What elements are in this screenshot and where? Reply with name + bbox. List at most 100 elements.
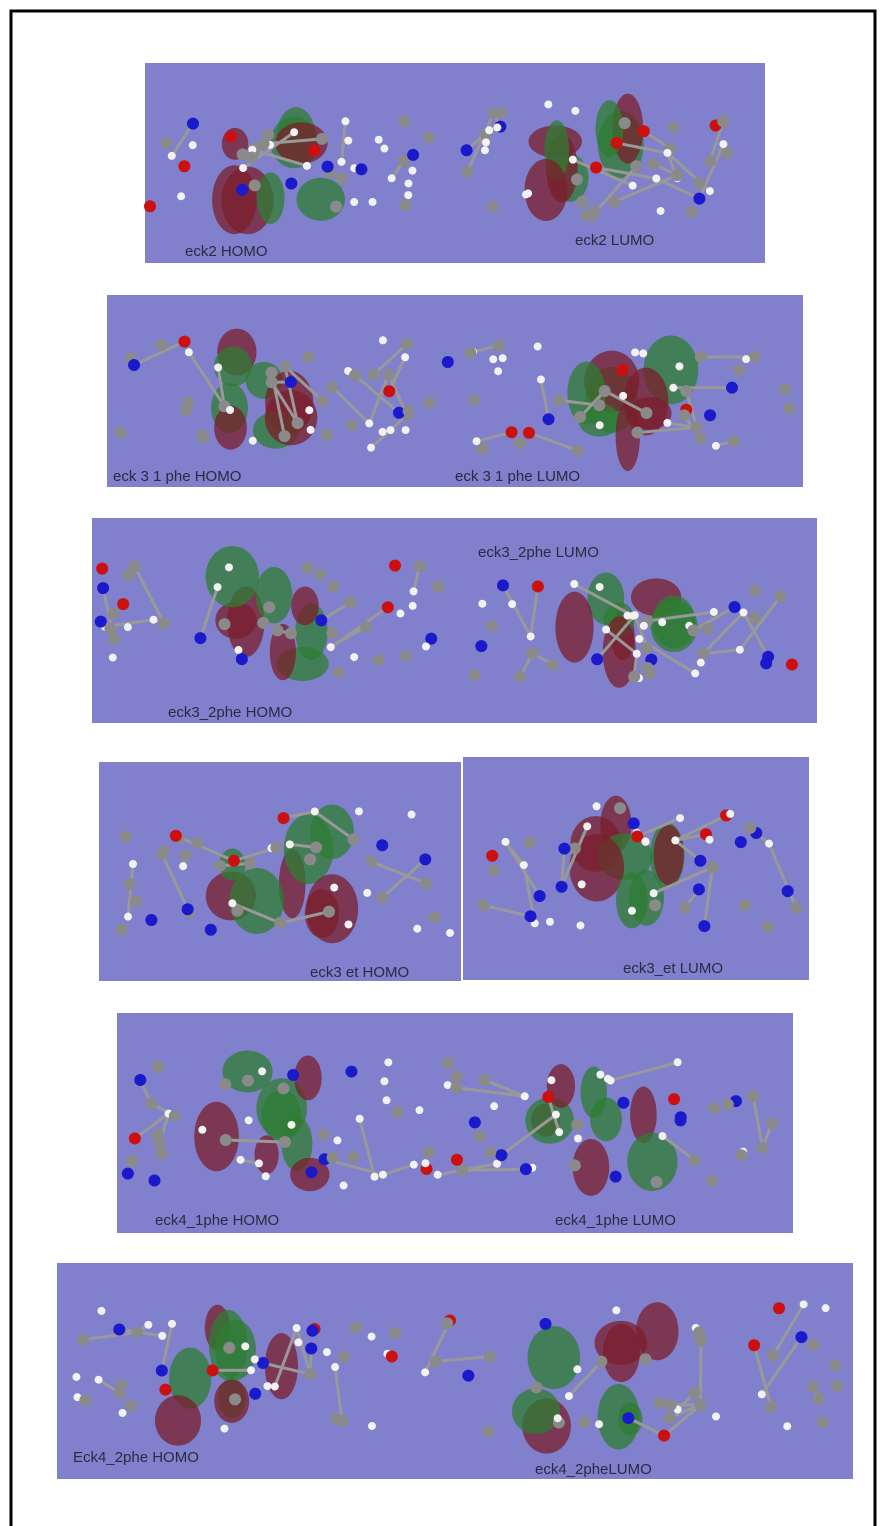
right-label: eck 3 1 phe LUMO [455, 468, 580, 485]
orbital-lobe [555, 592, 593, 663]
atom [382, 601, 394, 613]
atom [494, 367, 502, 375]
atom [187, 118, 199, 130]
atom [693, 177, 705, 189]
panel: eck3_2phe HOMOeck3_2phe LUMO [92, 518, 817, 723]
atom [294, 1338, 302, 1346]
atom [484, 1351, 496, 1363]
atom [639, 1353, 651, 1365]
atom [423, 132, 435, 144]
left-label: eck3_2phe HOMO [168, 704, 292, 721]
orbital-lobe [262, 1090, 302, 1142]
atom [761, 921, 773, 933]
atom [648, 158, 660, 170]
atom [156, 1364, 168, 1376]
orbital-lobe [654, 825, 684, 885]
atom [611, 137, 623, 149]
atom [249, 179, 261, 191]
atom [321, 429, 333, 441]
atom [115, 427, 127, 439]
atom [207, 1364, 219, 1376]
atom [744, 822, 756, 834]
right-label: eck4_1phe LUMO [555, 1212, 676, 1229]
atom [556, 881, 568, 893]
atom [389, 1327, 401, 1339]
atom [569, 842, 581, 854]
atom [488, 108, 500, 120]
atom [158, 1332, 166, 1340]
atom [303, 162, 311, 170]
left-label: Eck4_2phe HOMO [73, 1449, 199, 1466]
atom [415, 1106, 423, 1114]
atom [375, 136, 383, 144]
atom [679, 901, 691, 913]
atom [783, 1422, 791, 1430]
atom [220, 1134, 232, 1146]
atom [704, 155, 716, 167]
atom [285, 627, 297, 639]
atom [520, 1163, 532, 1175]
atom [554, 1414, 562, 1422]
atom [702, 623, 714, 635]
atom [323, 1348, 331, 1356]
atom [125, 1400, 137, 1412]
atom [534, 890, 546, 902]
atom [355, 163, 367, 175]
atom [399, 115, 411, 127]
atom [712, 442, 720, 450]
atom [305, 406, 313, 414]
atom [446, 929, 454, 937]
atom [686, 206, 698, 218]
atom [220, 1425, 228, 1433]
atom [658, 618, 666, 626]
atom [574, 1134, 582, 1142]
atom [384, 1058, 392, 1066]
atom [749, 585, 761, 597]
atom [336, 172, 348, 184]
atom [617, 1097, 629, 1109]
atom [669, 384, 677, 392]
atom [657, 207, 665, 215]
atom [219, 1078, 231, 1090]
atom [179, 849, 191, 861]
atom [182, 903, 194, 915]
atom [158, 617, 170, 629]
atom [497, 579, 509, 591]
atom [543, 413, 555, 425]
bond [226, 1140, 285, 1142]
atom [552, 1111, 560, 1119]
atom [241, 1342, 249, 1350]
atom [408, 167, 416, 175]
atom [790, 902, 802, 914]
atom [596, 1071, 604, 1079]
atom [468, 394, 480, 406]
atom [376, 839, 388, 851]
atom [337, 158, 345, 166]
right-label: eck3_et LUMO [623, 960, 723, 977]
atom [521, 1092, 529, 1100]
atom [553, 394, 565, 406]
atom [316, 133, 328, 145]
atom [404, 191, 412, 199]
atom [493, 1160, 501, 1168]
atom [257, 1357, 269, 1369]
atom [462, 166, 474, 178]
atom [290, 128, 298, 136]
atom [401, 353, 409, 361]
atom [474, 1130, 486, 1142]
atom [423, 1146, 435, 1158]
atom [629, 182, 637, 190]
atom [122, 1168, 134, 1180]
atom [424, 397, 436, 409]
atom [694, 855, 706, 867]
atom [228, 855, 240, 867]
atom [383, 1096, 391, 1104]
atom [569, 156, 577, 164]
atom [347, 833, 359, 845]
atom [571, 173, 583, 185]
atom [633, 650, 641, 658]
atom [144, 200, 156, 212]
atom [145, 1098, 157, 1110]
atom [247, 1366, 255, 1374]
